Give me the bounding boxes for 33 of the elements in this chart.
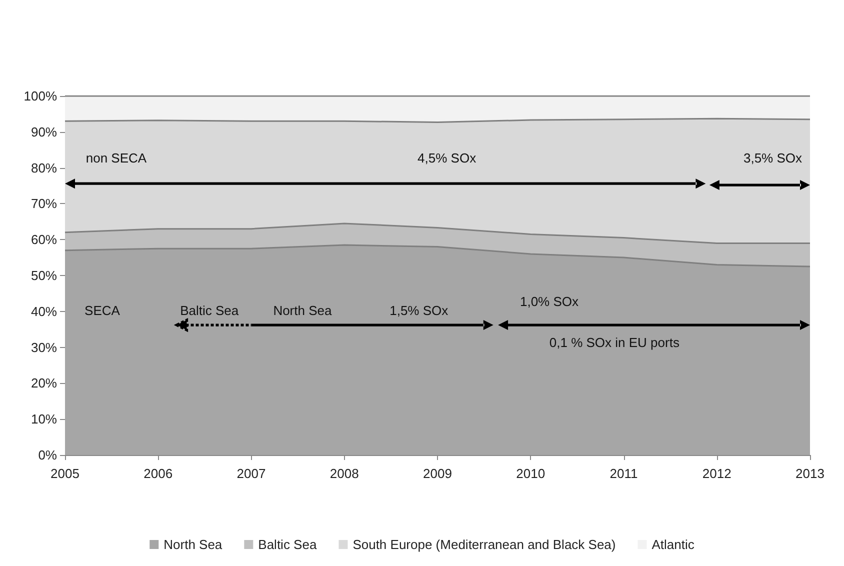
y-tick-label: 30% — [30, 340, 58, 355]
y-tick-label: 0% — [38, 448, 58, 462]
y-tick-label: 20% — [30, 376, 58, 391]
y-tick-label: 80% — [30, 160, 58, 176]
annotation: North Sea — [273, 302, 332, 318]
x-tick-label: 2011 — [610, 466, 638, 481]
x-tick-label: 2010 — [516, 466, 546, 481]
x-tick-label: 2008 — [330, 466, 359, 481]
y-tick-label: 40% — [30, 304, 58, 319]
annotation: non SECA — [86, 150, 147, 166]
legend-label: Baltic Sea — [258, 537, 318, 552]
x-tick-label: 2009 — [423, 466, 452, 481]
x-tick-label: 2007 — [236, 466, 266, 481]
y-tick-label: 90% — [30, 124, 58, 140]
y-tick-label: 100% — [24, 88, 58, 104]
annotation: 0,1 % SOx in EU ports — [549, 335, 680, 350]
annotation: 1,0% SOx — [520, 294, 580, 309]
y-tick-label: 70% — [30, 196, 58, 212]
annotation: 3,5% SOx — [743, 150, 803, 166]
x-tick-label: 2013 — [796, 466, 824, 481]
legend-label: Atlantic — [652, 537, 695, 552]
x-tick-label: 2006 — [144, 466, 173, 481]
legend-label: South Europe (Mediterranean and Black Sea) — [352, 537, 616, 552]
y-tick-label: 60% — [30, 232, 58, 248]
legend-label: North Sea — [164, 537, 223, 552]
y-tick-label: 10% — [30, 412, 58, 427]
x-tick-label: 2005 — [50, 466, 80, 481]
annotation: 1,5% SOx — [390, 302, 449, 318]
x-tick-label: 2012 — [702, 466, 732, 481]
annotation: 4,5% SOx — [418, 150, 477, 166]
annotation: Baltic Sea — [180, 302, 240, 318]
annotation: SECA — [84, 302, 120, 318]
y-tick-label: 50% — [30, 268, 58, 283]
